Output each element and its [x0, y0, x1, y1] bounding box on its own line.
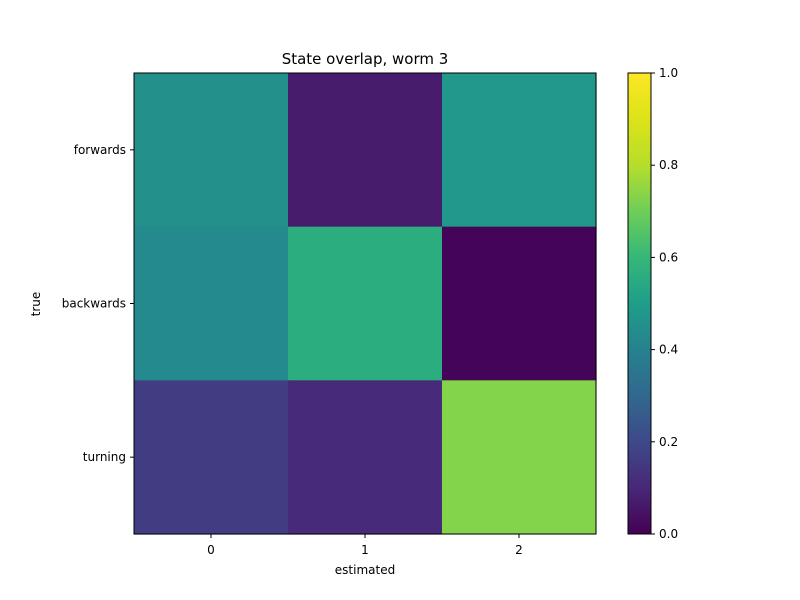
x-axis-label: estimated [335, 563, 395, 577]
heatmap-cell-forwards-2 [442, 73, 597, 228]
x-tick-label: 1 [361, 543, 369, 557]
colorbar-tick-label: 0.4 [659, 343, 678, 357]
colorbar-tick-label: 0.0 [659, 527, 678, 541]
colorbar-tick-label: 0.8 [659, 158, 678, 172]
y-axis-label: true [29, 292, 43, 317]
x-tick-label: 2 [515, 543, 523, 557]
heatmap-cell-forwards-0 [134, 73, 289, 228]
colorbar-tick-label: 0.6 [659, 250, 678, 264]
heatmap-cell-backwards-0 [134, 226, 289, 381]
y-tick-label: turning [83, 450, 126, 464]
heatmap-cell-turning-2 [442, 380, 597, 535]
heatmap-cell-backwards-2 [442, 226, 597, 381]
colorbar-ticks: 0.0 0.2 0.4 0.6 0.8 1.0 [651, 66, 678, 541]
y-axis-ticks: forwards backwards turning [62, 143, 134, 464]
chart-title: State overlap, worm 3 [282, 50, 449, 68]
colorbar-tick-label: 1.0 [659, 66, 678, 80]
heatmap-cell-backwards-1 [288, 226, 443, 381]
y-tick-label: backwards [62, 297, 126, 311]
heatmap-cell-turning-0 [134, 380, 289, 535]
colorbar-tick-label: 0.2 [659, 435, 678, 449]
colorbar [627, 72, 652, 535]
heatmap-cell-turning-1 [288, 380, 443, 535]
x-axis-ticks: 0 1 2 [207, 534, 523, 557]
heatmap-cell-forwards-1 [288, 73, 443, 228]
heatmap-cells [134, 73, 597, 535]
x-tick-label: 0 [207, 543, 215, 557]
y-tick-label: forwards [74, 143, 126, 157]
